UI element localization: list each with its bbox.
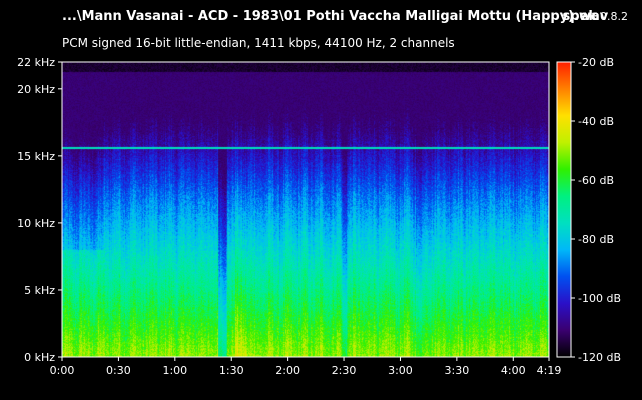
y-tick-label: 22 kHz	[17, 56, 55, 69]
colorbar-axis: -20 dB -40 dB -60 dB -80 dB -100 dB -120 dB	[571, 56, 621, 364]
colorbar-tick-label: -120 dB	[578, 351, 621, 364]
y-tick-label: 5 kHz	[24, 284, 55, 297]
colorbar-tick-label: -100 dB	[578, 292, 621, 305]
x-tick-label: 4:19	[537, 364, 562, 377]
x-tick-label: 3:00	[388, 364, 413, 377]
y-tick-label: 10 kHz	[17, 217, 55, 230]
spectrogram-heatmap	[62, 62, 549, 357]
colorbar-tick-label: -40 dB	[578, 115, 614, 128]
x-tick-label: 0:30	[106, 364, 131, 377]
x-tick-label: 4:00	[501, 364, 526, 377]
x-tick-label: 1:00	[162, 364, 187, 377]
colorbar-tick-label: -80 dB	[578, 233, 614, 246]
x-tick-label: 3:30	[445, 364, 470, 377]
colorbar	[556, 61, 572, 358]
colorbar-tick-label: -20 dB	[578, 56, 614, 69]
y-tick-label: 0 kHz	[24, 351, 55, 364]
x-tick-label: 0:00	[50, 364, 75, 377]
x-tick-label: 2:30	[332, 364, 357, 377]
spectrogram-image-area	[62, 62, 549, 357]
colorbar-tick-label: -60 dB	[578, 174, 614, 187]
plot-frame	[61, 61, 550, 358]
file-title: ...\Mann Vasanai - ACD - 1983\01 Pothi V…	[62, 9, 609, 24]
x-tick-label: 1:30	[219, 364, 244, 377]
y-tick-label: 15 kHz	[17, 150, 55, 163]
app-name: spek	[562, 9, 597, 24]
x-axis: 0:00 0:30 1:00 1:30 2:00 2:30 3:00 3:30 4:00 4:19	[50, 357, 562, 377]
y-tick-label: 20 kHz	[17, 83, 55, 96]
app-version: 0.8.2	[600, 10, 628, 23]
app-branding: spek 0.8.2	[562, 9, 628, 24]
format-info: PCM signed 16-bit little-endian, 1411 kb…	[62, 36, 455, 50]
x-tick-label: 2:00	[275, 364, 300, 377]
y-axis: 0 kHz 5 kHz 10 kHz 15 kHz 20 kHz 22 kHz	[17, 56, 62, 364]
